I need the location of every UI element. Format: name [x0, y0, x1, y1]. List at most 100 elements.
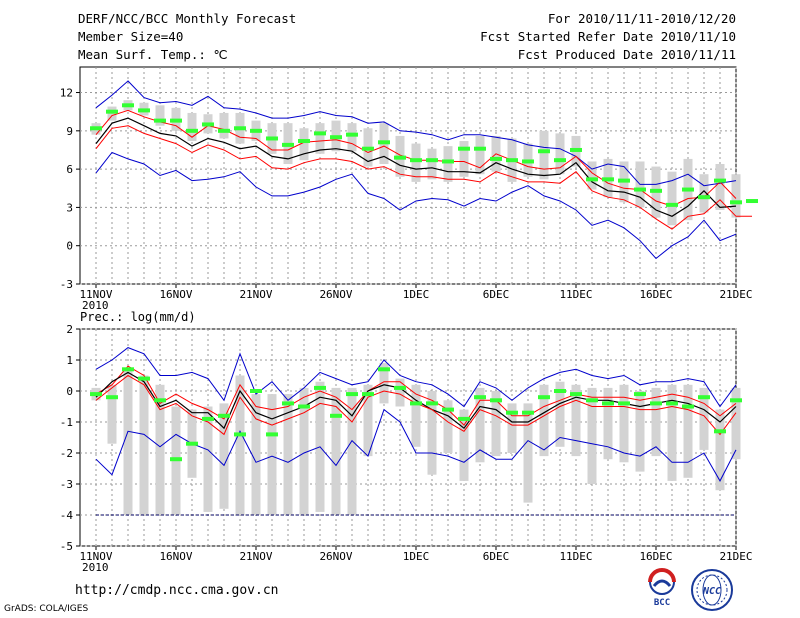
- p-member-box: [523, 403, 533, 503]
- p-member-box: [283, 394, 293, 515]
- forecast-period-label: For 2010/11/11-2010/12/20: [547, 11, 736, 26]
- member-size-label: Member Size=40: [78, 29, 184, 44]
- p-member-box: [459, 409, 469, 481]
- p-median-mark: [506, 410, 518, 415]
- p-median-mark: [490, 398, 502, 403]
- p-median-mark: [138, 376, 150, 381]
- p-median-mark: [186, 441, 198, 446]
- p-y-tick-label: -2: [60, 447, 73, 460]
- p-median-mark: [154, 398, 166, 403]
- p-min-line: [95, 408, 737, 482]
- p-y-tick-label: 2: [66, 323, 73, 336]
- t-x-tick-label: 26NOV: [319, 288, 352, 301]
- p-y-tick-label: -1: [60, 416, 73, 429]
- p-median-mark: [266, 432, 278, 437]
- t-y-tick-label: 3: [66, 201, 73, 214]
- t-median-mark: [90, 126, 102, 131]
- p-x-tick-label: 16DEC: [639, 550, 672, 563]
- t-x-tick-label: 6DEC: [483, 288, 510, 301]
- p-median-mark: [170, 457, 182, 462]
- t-x-year-label: 2010: [82, 299, 109, 312]
- t-median-mark: [170, 118, 182, 123]
- p-member-box: [699, 387, 709, 450]
- p-median-mark: [618, 401, 630, 406]
- variable-label: Mean Surf. Temp.: ℃: [78, 47, 228, 62]
- t-member-box: [459, 141, 469, 177]
- t-median-mark: [746, 199, 758, 204]
- p-median-mark: [554, 389, 566, 393]
- p-median-mark: [698, 395, 710, 400]
- t-median-mark: [730, 200, 742, 205]
- t-member-box: [539, 130, 549, 180]
- t-median-mark: [154, 118, 166, 123]
- t-median-mark: [666, 202, 678, 207]
- t-x-tick-label: 1DEC: [403, 288, 430, 301]
- p-median-mark: [730, 398, 742, 403]
- p-median-mark: [298, 404, 310, 409]
- footer-url[interactable]: http://cmdp.ncc.cma.gov.cn: [75, 583, 279, 598]
- t-member-box: [699, 174, 709, 213]
- t-member-box: [187, 112, 197, 142]
- p-member-box: [667, 384, 677, 481]
- t-median-mark: [570, 147, 582, 152]
- p-member-box: [491, 391, 501, 457]
- p-median-mark: [410, 401, 422, 406]
- grads-credit: GrADS: COLA/IGES: [4, 604, 89, 614]
- ncc-logo-text: NCC: [702, 586, 721, 597]
- t-median-mark: [250, 128, 262, 133]
- t-x-tick-label: 21NOV: [239, 288, 272, 301]
- p-x-year-label: 2010: [82, 561, 109, 574]
- p-member-box: [139, 375, 149, 515]
- t-member-box: [667, 171, 677, 226]
- t-median-mark: [138, 108, 150, 113]
- t-median-mark: [698, 195, 710, 200]
- p-member-box: [475, 387, 485, 463]
- p-median-mark: [394, 385, 406, 390]
- p-panel-title: Prec.: log(mm/d): [80, 310, 196, 324]
- p-x-tick-label: 21DEC: [719, 550, 752, 563]
- p-x-tick-label: 1DEC: [403, 550, 430, 563]
- t-x-tick-label: 16DEC: [639, 288, 672, 301]
- t-median-mark: [202, 122, 214, 127]
- p-member-box: [587, 387, 597, 484]
- t-member-box: [427, 148, 437, 180]
- t-median-mark: [298, 139, 310, 144]
- t-y-tick-label: 0: [66, 240, 73, 253]
- p-y-tick-label: -4: [60, 509, 74, 522]
- p-member-box: [219, 403, 229, 509]
- p-median-mark: [570, 392, 582, 397]
- t-member-box: [155, 105, 165, 126]
- p-median-mark: [106, 395, 118, 400]
- t-median-mark: [330, 135, 342, 140]
- p-y-tick-label: 1: [66, 354, 73, 367]
- produced-date-label: Fcst Produced Date 2010/11/11: [517, 47, 736, 62]
- temperature-panel: 12 9 6 3 0 -3 11NOV 16NOV 21NOV 26NOV 1DEC 6DEC 11DE…: [60, 66, 758, 312]
- bcc-logo-text: BCC: [654, 598, 670, 608]
- p-median-mark: [474, 395, 486, 400]
- t-median-mark: [538, 149, 550, 154]
- bcc-logo: BCC: [648, 568, 676, 608]
- start-date-label: Fcst Started Refer Date 2010/11/10: [480, 29, 736, 44]
- p-member-box: [155, 384, 165, 515]
- p-member-box: [603, 387, 613, 460]
- t-member-box: [443, 146, 453, 182]
- t-median-mark: [234, 126, 246, 131]
- t-median-mark: [378, 140, 390, 145]
- t-median-mark: [682, 187, 694, 192]
- p-median-mark: [250, 389, 262, 393]
- t-y-tick-label: 6: [66, 163, 73, 176]
- p-member-box: [107, 384, 117, 444]
- t-member-box: [315, 123, 325, 154]
- t-spread-lower-line: [95, 125, 752, 230]
- p-member-box: [123, 369, 133, 515]
- t-member-box: [555, 133, 565, 175]
- p-median-mark: [714, 429, 726, 434]
- p-median-mark: [602, 401, 614, 406]
- p-member-box: [299, 387, 309, 515]
- p-y-tick-label: -3: [60, 478, 73, 491]
- t-median-mark: [186, 128, 198, 133]
- p-x-tick-label: 11NOV: [79, 550, 112, 563]
- t-member-box: [299, 128, 309, 161]
- t-median-mark: [522, 159, 534, 164]
